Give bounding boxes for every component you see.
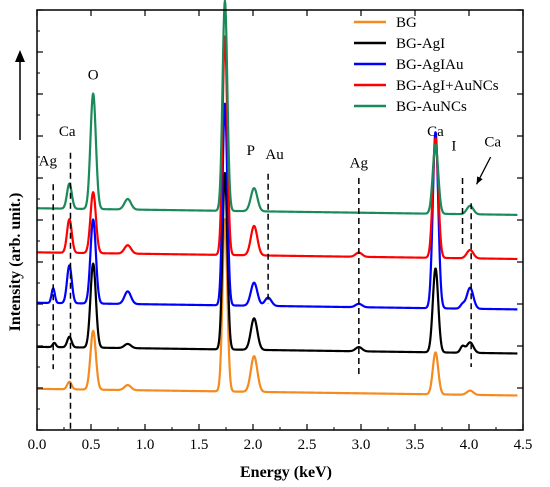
x-tick-label: 4.0 xyxy=(460,437,479,453)
x-tick-label: 0.5 xyxy=(82,437,101,453)
peak-annotation: P xyxy=(247,143,255,159)
series-line-5 xyxy=(36,0,519,216)
peak-annotation: Ca xyxy=(59,124,76,140)
legend-label-1: BG xyxy=(396,15,417,31)
x-tick-label: 1.5 xyxy=(190,437,209,453)
legend-label-2: BG-AgI xyxy=(396,36,445,52)
chart-marks: AgCaOSiPAuAgCaICa xyxy=(36,0,519,430)
y-axis-arrow-head xyxy=(15,50,25,62)
peak-annotation: O xyxy=(88,67,99,83)
peak-annotation: Ag xyxy=(350,156,369,172)
series-line-1 xyxy=(36,218,519,397)
legend-label-3: BG-AgIAu xyxy=(396,57,464,73)
x-tick-label: 3.5 xyxy=(406,437,425,453)
x-axis-label: Energy (keV) xyxy=(240,464,332,481)
x-tick-label: 2.0 xyxy=(244,437,263,453)
x-tick-label: 2.5 xyxy=(298,437,317,453)
x-tick-label: 4.5 xyxy=(514,437,533,453)
y-axis-label: Intensity (arb. unit.) xyxy=(7,193,24,332)
peak-annotation: I xyxy=(451,139,456,155)
series-line-3 xyxy=(36,102,519,311)
annotation-arrow-head xyxy=(476,176,483,185)
plot-frame xyxy=(36,9,524,431)
x-tick-label: 3.0 xyxy=(352,437,371,453)
legend-label-5: BG-AuNCs xyxy=(396,99,467,115)
legend-label-4: BG-AgI+AuNCs xyxy=(396,78,499,94)
peak-annotation: Ag xyxy=(39,153,58,169)
peak-annotation: Ca xyxy=(427,124,444,140)
x-tick-label: 0.0 xyxy=(28,437,47,453)
legend: BG BG-AgI BG-AgIAu BG-AgI+AuNCs BG-AuNCs xyxy=(354,15,499,115)
series-line-2 xyxy=(36,171,519,355)
x-tick-label: 1.0 xyxy=(136,437,155,453)
peak-annotation: Ca xyxy=(484,135,501,151)
peak-annotation: Au xyxy=(265,147,284,163)
axes: 0.0 0.5 1.0 1.5 2.0 2.5 3.0 3.5 4.0 4.5 xyxy=(15,9,533,453)
